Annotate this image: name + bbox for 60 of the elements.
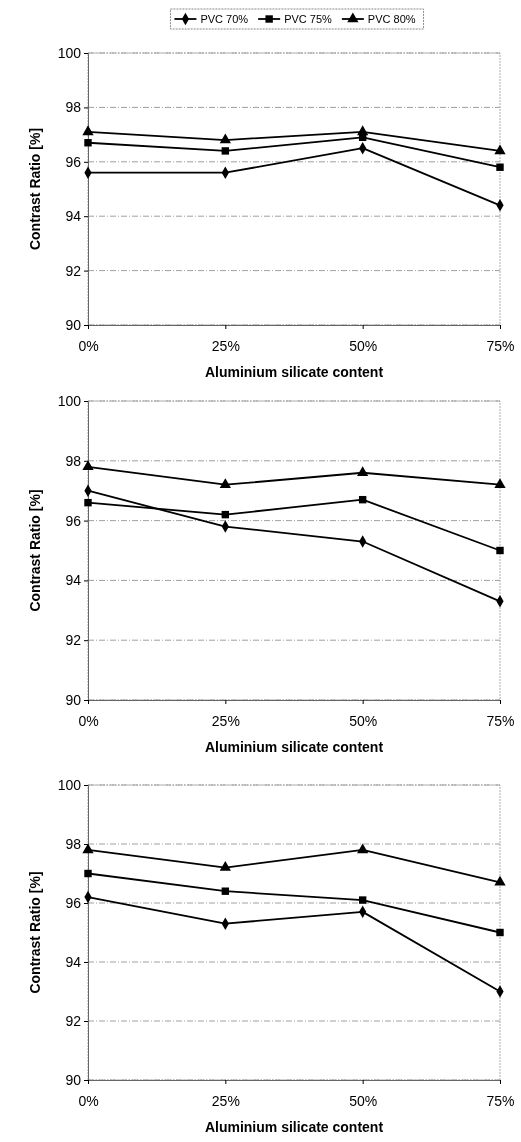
y-tick-label: 92 (65, 632, 82, 649)
y-tick-label: 98 (65, 835, 82, 852)
y-tick-label: 92 (65, 1012, 82, 1029)
y-tick-label: 90 (65, 1071, 82, 1088)
x-tick-label: 0% (78, 712, 99, 729)
point (84, 869, 92, 878)
point (221, 887, 230, 895)
x-tick-label: 25% (211, 712, 240, 729)
point (82, 460, 94, 471)
x-axis-title: Aluminium silicate content (204, 364, 384, 380)
y-tick-label: 96 (65, 512, 82, 529)
y-tick-label: 90 (65, 691, 82, 708)
x-tick-label: 75% (486, 337, 515, 354)
point (357, 466, 369, 477)
y-tick-label: 94 (65, 208, 82, 225)
point (357, 843, 369, 854)
y-tick-label: 94 (65, 953, 82, 970)
point (84, 498, 92, 507)
point (494, 875, 506, 886)
x-tick-label: 75% (486, 1092, 515, 1109)
y-tick-label: 100 (57, 776, 82, 793)
legend-label: PVC 75% (284, 13, 333, 25)
point (494, 478, 506, 488)
x-axis-title: Aluminium silicate content (204, 739, 384, 755)
x-tick-label: 0% (78, 1092, 99, 1109)
x-tick-label: 50% (349, 1092, 378, 1109)
y-tick-label: 90 (65, 316, 82, 333)
x-tick-label: 25% (211, 1092, 240, 1109)
point (219, 861, 231, 871)
point (496, 163, 504, 171)
point (219, 478, 231, 488)
point (357, 125, 369, 136)
y-tick-label: 98 (65, 452, 82, 469)
y-tick-label: 100 (57, 392, 82, 409)
point (221, 147, 230, 155)
point (84, 139, 92, 147)
point (82, 843, 94, 854)
point (496, 546, 504, 555)
y-axis-title: Contrast Ratio [%] (27, 127, 43, 251)
y-axis-title: Contrast Ratio [%] (27, 871, 43, 994)
x-tick-label: 50% (349, 337, 378, 354)
y-tick-label: 98 (65, 99, 82, 116)
x-tick-label: 50% (349, 712, 378, 729)
x-tick-label: 0% (78, 337, 99, 354)
point (496, 928, 504, 937)
y-tick-label: 96 (65, 894, 82, 911)
point (219, 133, 231, 144)
x-tick-label: 25% (211, 337, 240, 354)
point (82, 125, 94, 136)
y-tick-label: 94 (65, 572, 82, 589)
x-axis-title: Aluminium silicate content (204, 1119, 384, 1135)
point (358, 896, 367, 904)
legend-label: PVC 80% (367, 13, 416, 25)
point (494, 144, 506, 155)
x-tick-label: 75% (486, 712, 515, 729)
y-tick-label: 92 (65, 262, 82, 279)
y-tick-label: 100 (57, 44, 82, 61)
y-axis-title: Contrast Ratio [%] (27, 489, 43, 612)
legend-label: PVC 70% (200, 13, 249, 25)
y-tick-label: 96 (65, 153, 82, 170)
